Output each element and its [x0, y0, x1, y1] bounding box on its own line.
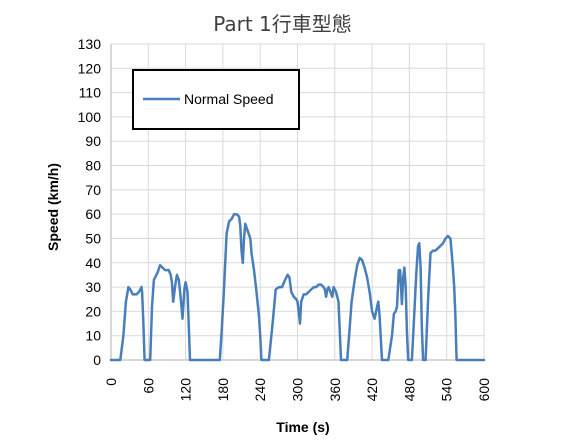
y-tick-label-90: 90 [85, 133, 101, 149]
y-tick-label-0: 0 [93, 352, 101, 368]
x-tick-label-480: 480 [401, 378, 417, 402]
x-tick-label-180: 180 [215, 378, 231, 402]
x-tick-label-240: 240 [252, 378, 268, 402]
x-tick-label-300: 300 [290, 378, 306, 402]
y-tick-label-80: 80 [85, 158, 101, 174]
y-tick-labels: 0 10 20 30 40 50 60 70 80 90 100 110 120 130 [78, 36, 102, 368]
legend: Normal Speed [132, 69, 300, 130]
y-tick-label-70: 70 [85, 182, 101, 198]
series-line-0 [109, 212, 486, 362]
y-tick-label-60: 60 [85, 206, 101, 222]
x-tick-label-120: 120 [178, 378, 194, 402]
x-tick-label-420: 420 [364, 378, 380, 402]
series-lines [109, 212, 486, 362]
x-axis-title: Time (s) [276, 419, 329, 435]
y-tick-label-10: 10 [85, 328, 101, 344]
x-tick-label-360: 360 [327, 378, 343, 402]
y-tick-label-110: 110 [79, 85, 102, 101]
y-tick-label-120: 120 [78, 60, 102, 76]
x-tick-label-0: 0 [103, 378, 119, 386]
axes [110, 44, 484, 361]
y-tick-label-130: 130 [78, 36, 102, 52]
y-tick-label-30: 30 [85, 279, 101, 295]
x-tick-labels: 0 60 120 180 240 300 360 420 480 540 600 [103, 378, 492, 402]
y-tick-label-50: 50 [85, 230, 101, 246]
chart-title: Part 1行車型態 [213, 12, 352, 36]
x-tick-label-60: 60 [140, 378, 156, 394]
y-axis-title: Speed (km/h) [45, 163, 61, 251]
y-tick-label-100: 100 [78, 109, 102, 125]
y-tick-label-20: 20 [85, 303, 101, 319]
y-tick-label-40: 40 [85, 255, 101, 271]
legend-label-normal-speed: Normal Speed [184, 91, 274, 107]
x-tick-label-600: 600 [476, 378, 492, 402]
x-tick-label-540: 540 [439, 378, 455, 402]
